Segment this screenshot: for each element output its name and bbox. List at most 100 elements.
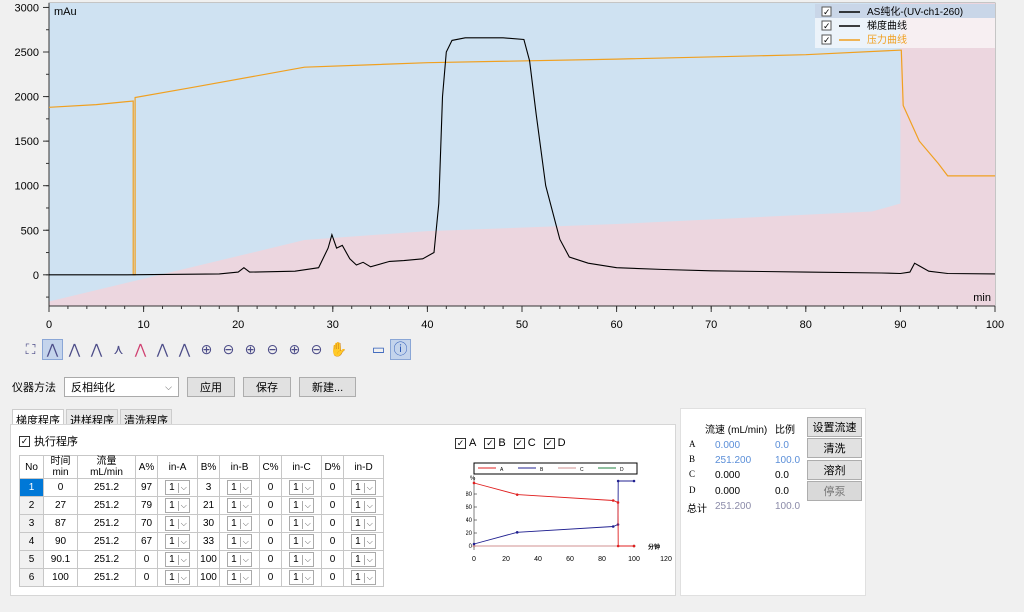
inlet-select[interactable]: 1 ⌵ <box>281 550 322 569</box>
table-cell-no[interactable]: 2 <box>19 496 44 515</box>
table-cell-b[interactable]: 33 <box>197 532 220 551</box>
inlet-select[interactable]: 1 ⌵ <box>281 532 322 551</box>
inlet-dropdown[interactable]: 1 ⌵ <box>351 552 376 567</box>
table-cell-d[interactable]: 0 <box>321 478 344 497</box>
table-cell-flow[interactable]: 251.2 <box>77 478 136 497</box>
inlet-select[interactable]: 1 ⌵ <box>219 496 260 515</box>
inlet-select[interactable]: 1 ⌵ <box>343 514 384 533</box>
pan-hand-icon[interactable]: ✋ <box>329 340 348 357</box>
inlet-select[interactable]: 1 ⌵ <box>281 514 322 533</box>
table-row[interactable]: 1 0 251.2 97 1 ⌵ 3 1 ⌵ 0 1 ⌵ 0 1 ⌵ <box>19 478 384 497</box>
table-row[interactable]: 3 87 251.2 70 1 ⌵ 30 1 ⌵ 0 1 ⌵ 0 1 ⌵ <box>19 514 384 533</box>
inlet-dropdown[interactable]: 1 ⌵ <box>351 516 376 531</box>
table-cell-no[interactable]: 6 <box>19 568 44 587</box>
inlet-dropdown[interactable]: 1 ⌵ <box>227 552 252 567</box>
save-button[interactable]: 保存 <box>243 377 291 397</box>
inlet-dropdown[interactable]: 1 ⌵ <box>165 570 190 585</box>
table-cell-c[interactable]: 0 <box>259 496 282 515</box>
table-row[interactable]: 6 100 251.2 0 1 ⌵ 100 1 ⌵ 0 1 ⌵ 0 1 ⌵ <box>19 568 384 587</box>
inlet-dropdown[interactable]: 1 ⌵ <box>289 552 314 567</box>
inlet-select[interactable]: 1 ⌵ <box>157 478 198 497</box>
table-cell-d[interactable]: 0 <box>321 532 344 551</box>
inlet-select[interactable]: 1 ⌵ <box>343 568 384 587</box>
inlet-dropdown[interactable]: 1 ⌵ <box>289 516 314 531</box>
peak-split-icon[interactable]: ⋀ <box>156 340 169 357</box>
table-cell-b[interactable]: 100 <box>197 568 220 587</box>
table-cell-flow[interactable]: 251.2 <box>77 514 136 533</box>
inlet-dropdown[interactable]: 1 ⌵ <box>227 480 252 495</box>
table-cell-no[interactable]: 1 <box>19 478 44 497</box>
inlet-select[interactable]: 1 ⌵ <box>281 568 322 587</box>
mini-check-d[interactable]: ✓ <box>543 437 555 449</box>
inlet-dropdown[interactable]: 1 ⌵ <box>165 534 190 549</box>
apply-button[interactable]: 应用 <box>187 377 235 397</box>
table-cell-flow[interactable]: 251.2 <box>77 568 136 587</box>
zoom-out-icon[interactable]: ⊖ <box>222 340 235 357</box>
table-cell-a[interactable]: 79 <box>135 496 158 515</box>
table-cell-d[interactable]: 0 <box>321 550 344 569</box>
peak-select-icon[interactable]: ⋀ <box>42 338 63 360</box>
table-cell-time[interactable]: 0 <box>43 478 78 497</box>
inlet-dropdown[interactable]: 1 ⌵ <box>227 516 252 531</box>
method-select[interactable]: 反相纯化 ⌵ <box>64 377 179 397</box>
table-cell-no[interactable]: 5 <box>19 550 44 569</box>
table-cell-no[interactable]: 4 <box>19 532 44 551</box>
inlet-select[interactable]: 1 ⌵ <box>157 568 198 587</box>
inlet-select[interactable]: 1 ⌵ <box>157 532 198 551</box>
inlet-select[interactable]: 1 ⌵ <box>219 568 260 587</box>
table-cell-a[interactable]: 0 <box>135 550 158 569</box>
wash-button[interactable]: 清洗 <box>807 438 862 458</box>
zoom-out-y-icon[interactable]: ⊖ <box>310 340 323 357</box>
inlet-dropdown[interactable]: 1 ⌵ <box>289 480 314 495</box>
info-icon[interactable]: ⓘ <box>390 338 411 360</box>
peak-delete-icon[interactable]: ⋀ <box>90 340 103 357</box>
table-cell-b[interactable]: 30 <box>197 514 220 533</box>
table-row[interactable]: 4 90 251.2 67 1 ⌵ 33 1 ⌵ 0 1 ⌵ 0 1 ⌵ <box>19 532 384 551</box>
table-cell-time[interactable]: 100 <box>43 568 78 587</box>
table-cell-no[interactable]: 3 <box>19 514 44 533</box>
exec-program-checkbox[interactable]: ✓ <box>19 435 30 447</box>
inlet-dropdown[interactable]: 1 ⌵ <box>351 498 376 513</box>
table-cell-flow[interactable]: 251.2 <box>77 496 136 515</box>
peak-add-icon[interactable]: ⋀ <box>68 340 81 357</box>
set-flow-button[interactable]: 设置流速 <box>807 417 862 437</box>
zoom-in-y-icon[interactable]: ⊕ <box>288 340 301 357</box>
new-button[interactable]: 新建... <box>299 377 357 397</box>
ruler-icon[interactable]: ▭ <box>371 340 386 357</box>
table-cell-d[interactable]: 0 <box>321 514 344 533</box>
peak-baseline-icon[interactable]: ⋏ <box>113 340 124 357</box>
table-cell-d[interactable]: 0 <box>321 496 344 515</box>
table-cell-c[interactable]: 0 <box>259 550 282 569</box>
fit-view-icon[interactable]: ⛶ <box>25 340 36 357</box>
peak-integrate-icon[interactable]: ⋀ <box>134 340 147 357</box>
table-cell-time[interactable]: 90.1 <box>43 550 78 569</box>
stop-pump-button[interactable]: 停泵 <box>807 481 862 501</box>
inlet-dropdown[interactable]: 1 ⌵ <box>227 534 252 549</box>
inlet-dropdown[interactable]: 1 ⌵ <box>351 570 376 585</box>
table-cell-c[interactable]: 0 <box>259 478 282 497</box>
inlet-dropdown[interactable]: 1 ⌵ <box>351 534 376 549</box>
chromatogram-chart[interactable]: 0 10 20 30 40 50 60 70 80 90 100050010001500200025… <box>0 0 1024 335</box>
table-cell-flow[interactable]: 251.2 <box>77 532 136 551</box>
inlet-select[interactable]: 1 ⌵ <box>157 496 198 515</box>
solvent-button[interactable]: 溶剂 <box>807 460 862 480</box>
table-cell-c[interactable]: 0 <box>259 532 282 551</box>
zoom-in-icon[interactable]: ⊕ <box>200 340 213 357</box>
peak-merge-icon[interactable]: ⋀ <box>178 340 191 357</box>
inlet-select[interactable]: 1 ⌵ <box>281 496 322 515</box>
table-row[interactable]: 2 27 251.2 79 1 ⌵ 21 1 ⌵ 0 1 ⌵ 0 1 ⌵ <box>19 496 384 515</box>
inlet-select[interactable]: 1 ⌵ <box>343 550 384 569</box>
inlet-select[interactable]: 1 ⌵ <box>281 478 322 497</box>
inlet-dropdown[interactable]: 1 ⌵ <box>165 480 190 495</box>
table-cell-time[interactable]: 87 <box>43 514 78 533</box>
inlet-select[interactable]: 1 ⌵ <box>219 550 260 569</box>
inlet-dropdown[interactable]: 1 ⌵ <box>165 498 190 513</box>
inlet-dropdown[interactable]: 1 ⌵ <box>227 498 252 513</box>
inlet-select[interactable]: 1 ⌵ <box>343 496 384 515</box>
inlet-dropdown[interactable]: 1 ⌵ <box>289 570 314 585</box>
zoom-in-x-icon[interactable]: ⊕ <box>244 340 257 357</box>
mini-check-a[interactable]: ✓ <box>455 437 466 449</box>
table-cell-d[interactable]: 0 <box>321 568 344 587</box>
table-cell-c[interactable]: 0 <box>259 568 282 587</box>
table-cell-b[interactable]: 100 <box>197 550 220 569</box>
